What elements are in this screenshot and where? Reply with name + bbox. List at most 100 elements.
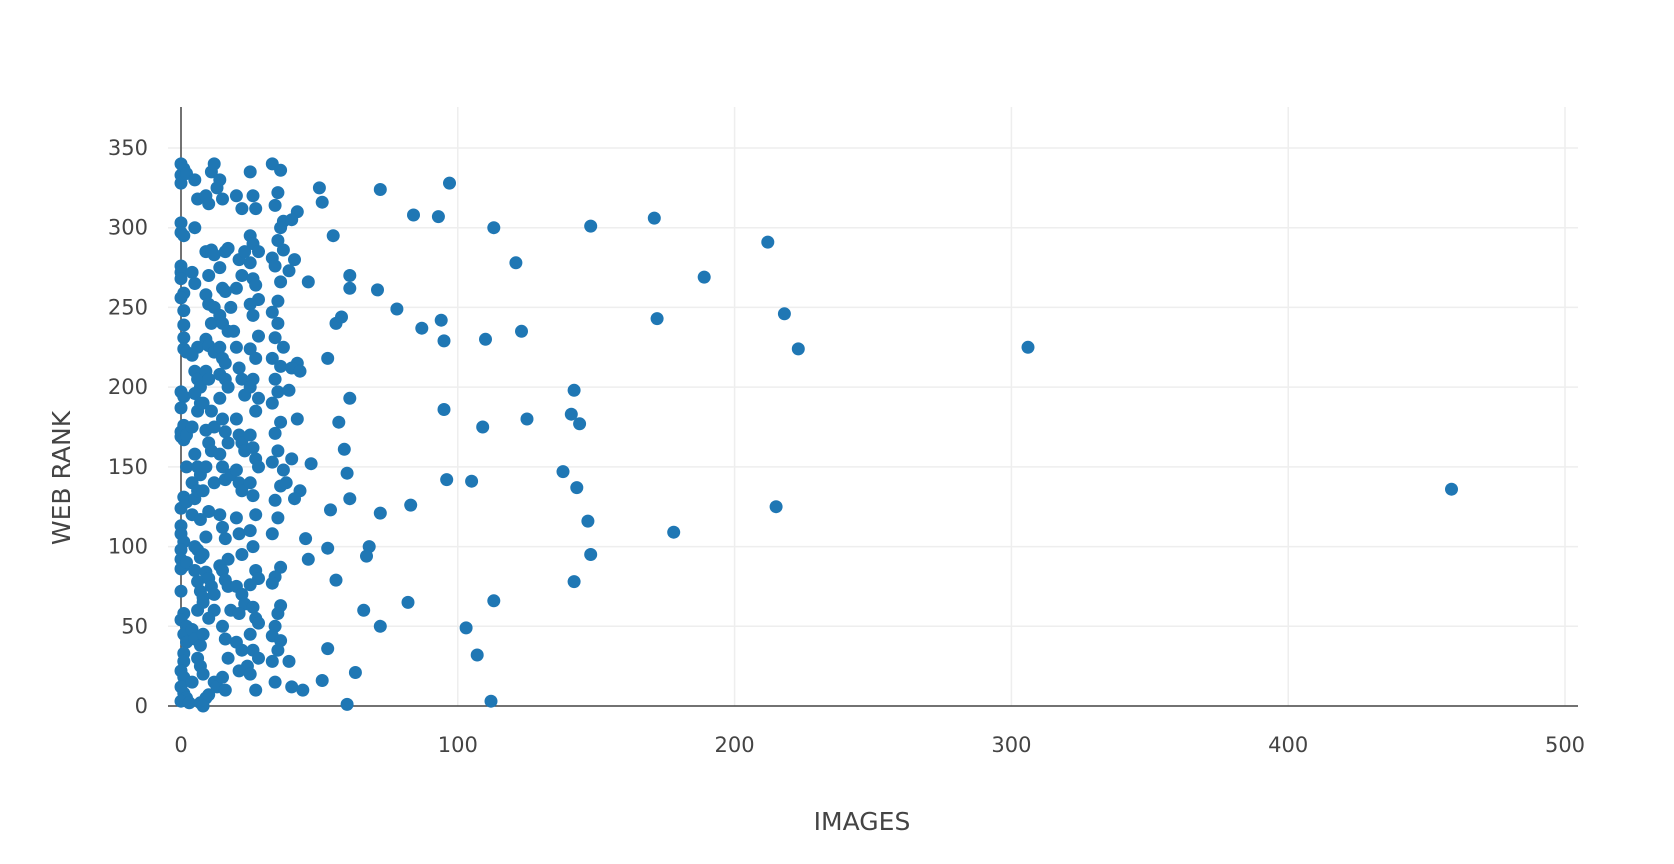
y-tick-label-150: 150 [108,455,148,479]
scatter-point-75 [193,513,207,526]
scatter-point-352 [564,407,578,421]
scatter-point-317 [329,573,343,587]
scatter-point-351 [556,465,570,479]
scatter-point-253 [265,305,279,319]
scatter-point-246 [274,221,288,235]
scatter-point-342 [470,648,484,662]
scatter-point-284 [288,253,301,267]
scatter-point-325 [371,283,384,297]
scatter-point-281 [268,675,282,689]
scatter-point-318 [321,642,335,656]
scatter-point-159 [213,508,227,522]
x-axis-title: IMAGES [814,807,911,836]
scatter-point-218 [243,380,257,394]
scatter-point-273 [265,576,279,590]
scatter-point-124 [196,548,210,561]
scatter-point-140 [218,285,232,298]
scatter-point-315 [343,391,357,405]
scatter-point-225 [243,476,257,490]
scatter-point-252 [271,294,285,308]
y-tick-label-300: 300 [108,216,148,240]
x-tick-label-100: 100 [438,733,478,757]
scatter-point-161 [218,532,232,546]
scatter-point-251 [274,275,288,289]
scatter-point-54 [188,221,202,235]
scatter-point-174 [235,202,249,216]
scatter-point-156 [216,460,229,474]
scatter-point-204 [249,202,263,216]
scatter-point-257 [265,351,279,365]
scatter-point-254 [271,316,285,330]
scatter-point-233 [246,600,260,614]
scatter-point-266 [276,463,290,477]
scatter-point-219 [252,391,265,405]
scatter-point-197 [232,607,246,620]
scatter-point-259 [268,372,282,386]
scatter-point-333 [415,321,429,335]
scatter-point-222 [246,441,260,455]
scatter-point-129 [196,595,210,609]
scatter-point-303 [315,195,329,209]
scatter-point-354 [570,481,584,495]
scatter-point-236 [243,627,257,641]
scatter-point-311 [337,442,351,456]
y-tick-label-200: 200 [108,375,148,399]
scatter-point-304 [326,229,340,243]
scatter-point-191 [229,511,243,525]
scatter-point-151 [213,391,227,405]
scatter-point-331 [401,595,415,609]
scatter-point-10 [174,272,188,286]
scatter-point-201 [232,664,246,678]
scatter-point-307 [335,310,348,324]
scatter-point-316 [321,541,335,555]
scatter-point-184 [229,412,243,426]
scatter-point-137 [221,241,235,255]
scatter-point-53 [185,675,199,689]
y-tick-label-100: 100 [108,535,148,559]
scatter-point-160 [216,520,229,534]
scatter-point-134 [213,173,227,187]
scatter-point-55 [188,173,202,187]
scatter-point-152 [216,412,229,426]
scatter-point-356 [581,514,595,528]
x-tick-label-200: 200 [715,733,755,757]
scatter-point-291 [285,452,299,466]
scatter-point-207 [252,245,265,259]
scatter-point-19 [177,390,191,404]
scatter-point-320 [340,697,354,711]
scatter-point-37 [180,556,193,569]
scatter-point-232 [243,578,257,592]
scatter-point-147 [218,356,232,370]
scatter-point-240 [249,683,263,697]
scatter-point-301 [296,683,310,697]
x-tick-label-500: 500 [1545,733,1585,757]
scatter-point-369 [1445,482,1458,496]
scatter-point-321 [348,666,362,679]
scatter-point-102 [207,248,221,262]
scatter-point-94 [202,688,216,702]
scatter-point-180 [229,340,243,354]
scatter-point-239 [243,667,257,681]
scatter-point-87 [196,627,210,641]
scatter-point-256 [276,340,290,354]
scatter-point-216 [249,351,263,365]
scatter-point-336 [437,334,451,348]
scatter-point-312 [340,466,354,480]
scatter-point-79 [188,564,202,577]
scatter-point-116 [207,420,221,434]
scatter-point-334 [431,210,445,224]
scatter-point-181 [232,361,246,375]
scatter-point-322 [357,603,371,617]
scatter-point-337 [437,403,451,416]
scatter-point-362 [667,525,681,539]
scatter-point-155 [213,447,227,461]
scatter-point-67 [185,420,199,434]
scatter-point-224 [252,460,265,474]
scatter-point-176 [238,245,252,259]
scatter-point-210 [249,278,263,292]
scatter-point-279 [271,643,285,657]
scatter-point-64 [188,387,202,400]
scatter-point-355 [573,417,587,431]
scatter-point-193 [235,548,249,561]
